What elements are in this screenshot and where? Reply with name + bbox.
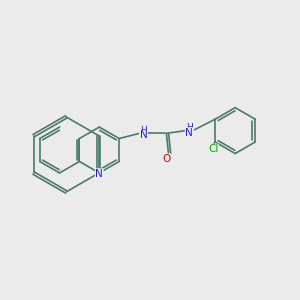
Text: H: H xyxy=(140,126,147,135)
Text: Cl: Cl xyxy=(208,144,218,154)
Text: O: O xyxy=(163,154,171,164)
Text: N: N xyxy=(185,128,193,138)
Text: H: H xyxy=(186,123,193,132)
Text: N: N xyxy=(140,130,147,140)
Text: N: N xyxy=(95,169,103,179)
